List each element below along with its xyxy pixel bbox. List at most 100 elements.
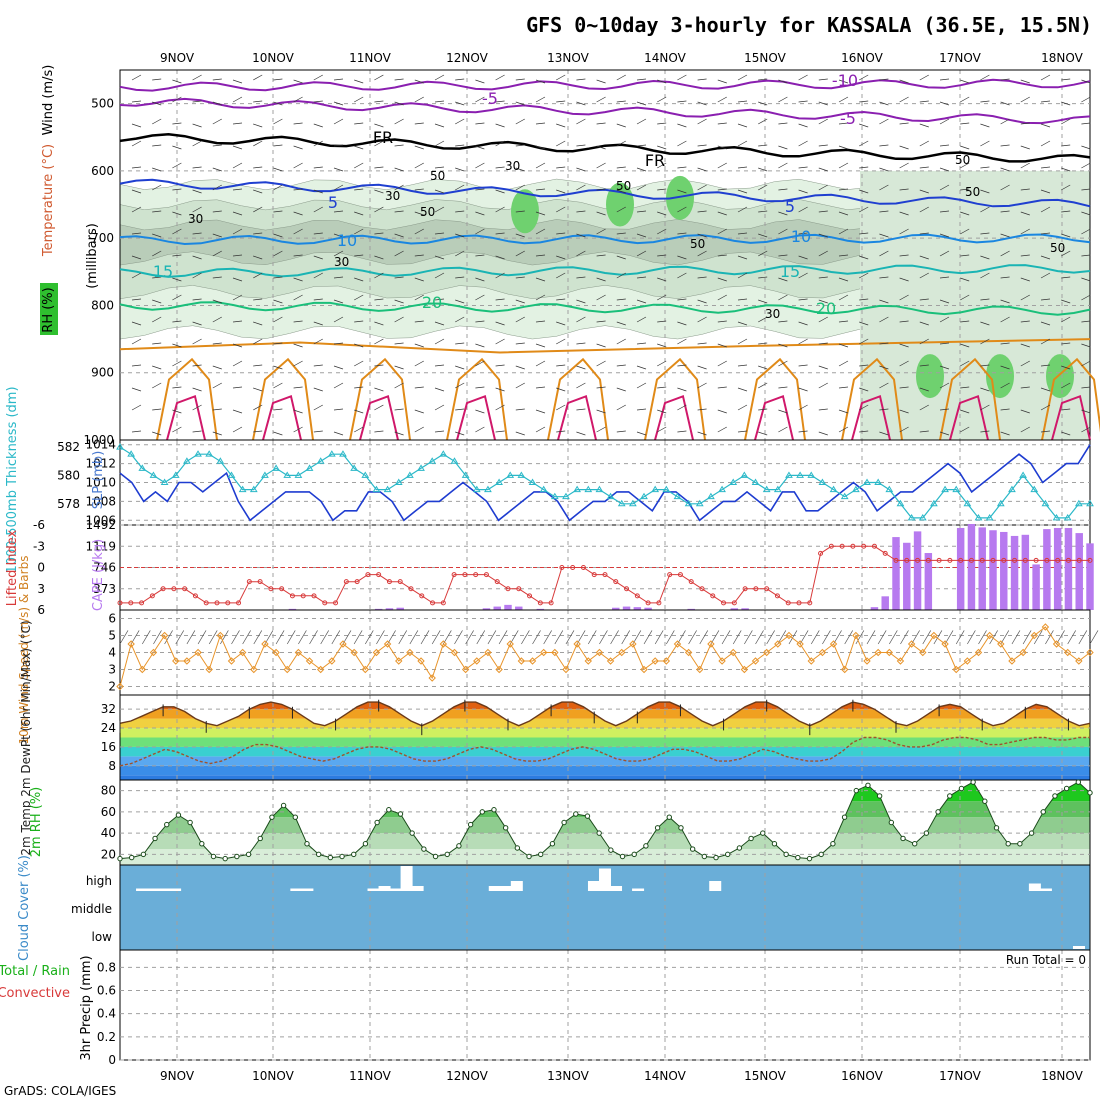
- thickness-point: [996, 499, 1005, 507]
- upper-barb: [434, 74, 445, 81]
- upper-barb: [778, 294, 788, 301]
- upper-barb: [818, 299, 828, 304]
- upper-barb: [879, 210, 889, 213]
- cloud-high-bar-83: [1028, 883, 1041, 891]
- upper-barb: [394, 408, 404, 411]
- upper-barb: [556, 321, 566, 326]
- upper-barb: [535, 145, 546, 150]
- upper-barb: [434, 338, 445, 345]
- ytick-rh-60: 60: [101, 805, 116, 819]
- upper-barb: [333, 342, 344, 345]
- rh-point: [514, 845, 521, 851]
- upper-barb: [798, 387, 808, 392]
- upper-barb: [394, 316, 404, 323]
- rh-point: [853, 787, 859, 794]
- upper-barb: [1040, 189, 1051, 194]
- thickness-line: [119, 446, 1090, 519]
- wind-point: [718, 657, 726, 665]
- li-point: [527, 593, 533, 599]
- rh-label-4: 30: [334, 255, 349, 269]
- upper-barb: [980, 321, 990, 326]
- upper-barb: [697, 276, 707, 279]
- li-point: [947, 557, 953, 563]
- wind-barb: [877, 630, 887, 645]
- upper-barb: [192, 272, 202, 279]
- ytick-temp-24: 24: [101, 721, 116, 735]
- upper-barb: [374, 430, 384, 433]
- upper-barb: [1081, 211, 1091, 216]
- upper-barb: [596, 228, 606, 235]
- cloud-high-bar-36: [510, 881, 523, 891]
- rh-point: [397, 811, 404, 817]
- upper-barb: [697, 167, 707, 172]
- upper-barb: [697, 431, 707, 436]
- upper-barb: [556, 298, 566, 301]
- upper-barb: [131, 166, 142, 169]
- wind-barb: [420, 630, 430, 645]
- thickness-point: [394, 478, 403, 485]
- thickness-point: [339, 450, 347, 457]
- upper-barb: [859, 404, 869, 411]
- upper-barb: [899, 79, 909, 84]
- sfc-loop-orange-4: [547, 357, 609, 441]
- date-bottom-3: 12NOV: [446, 1069, 488, 1083]
- li-point: [214, 600, 220, 606]
- upper-barb: [394, 184, 404, 191]
- upper-barb: [596, 320, 606, 323]
- upper-barb: [535, 343, 546, 348]
- upper-barb: [394, 365, 404, 370]
- upper-barb: [1061, 382, 1071, 389]
- upper-barb: [1000, 408, 1010, 411]
- upper-barb: [737, 123, 748, 128]
- upper-barb: [919, 100, 929, 103]
- sfc-loop-magenta-9: [1051, 394, 1091, 441]
- wind-point: [1086, 648, 1094, 657]
- upper-barb: [980, 364, 990, 367]
- cloud-high-bar-3: [147, 888, 160, 891]
- upper-barb: [1000, 101, 1010, 106]
- rh-point: [783, 851, 789, 858]
- thickness-point: [183, 457, 191, 464]
- rh-point: [502, 825, 509, 831]
- upper-barb: [212, 365, 222, 370]
- wind-point: [896, 657, 905, 665]
- upper-barb: [414, 162, 424, 169]
- upper-barb: [293, 79, 303, 84]
- upper-barb: [919, 206, 929, 213]
- upper-barb: [232, 162, 243, 169]
- wind-point: [751, 657, 760, 665]
- ytick-upper-500: 500: [91, 97, 114, 111]
- upper-barb: [859, 206, 869, 213]
- upper-barb: [253, 166, 263, 169]
- upper-barb: [293, 211, 303, 216]
- thickness-point: [1019, 471, 1027, 478]
- ytick-upper-800: 800: [91, 298, 114, 312]
- upper-barb: [475, 122, 485, 125]
- cape-bar-16: [288, 608, 297, 610]
- upper-barb: [879, 78, 889, 81]
- upper-barb: [515, 276, 525, 279]
- upper-barb: [354, 96, 364, 103]
- cape-bar-75: [924, 553, 933, 610]
- li-point: [1022, 557, 1028, 563]
- upper-barb: [616, 100, 626, 103]
- li-point: [117, 600, 123, 606]
- wind-barb: [476, 630, 486, 645]
- upper-barb: [939, 184, 950, 191]
- upper-barb: [980, 100, 990, 103]
- upper-barb: [1061, 342, 1071, 345]
- rh-point: [1087, 790, 1093, 796]
- precip-ylabel: 3hr Precip (mm): [79, 955, 94, 1060]
- ytick-precip-0.2: 0.2: [97, 1030, 116, 1044]
- li-point: [408, 586, 414, 592]
- rh-high-4: [511, 189, 539, 234]
- upper-barb: [515, 342, 525, 345]
- upper-barb: [293, 96, 303, 103]
- date-bottom-0: 9NOV: [160, 1069, 195, 1083]
- wind-barb: [175, 630, 185, 645]
- cape-bar-47: [622, 606, 631, 610]
- wind-speed-line: [119, 626, 1091, 687]
- upper-barb: [818, 250, 828, 257]
- upper-barb: [455, 276, 465, 279]
- rh-point: [701, 853, 708, 860]
